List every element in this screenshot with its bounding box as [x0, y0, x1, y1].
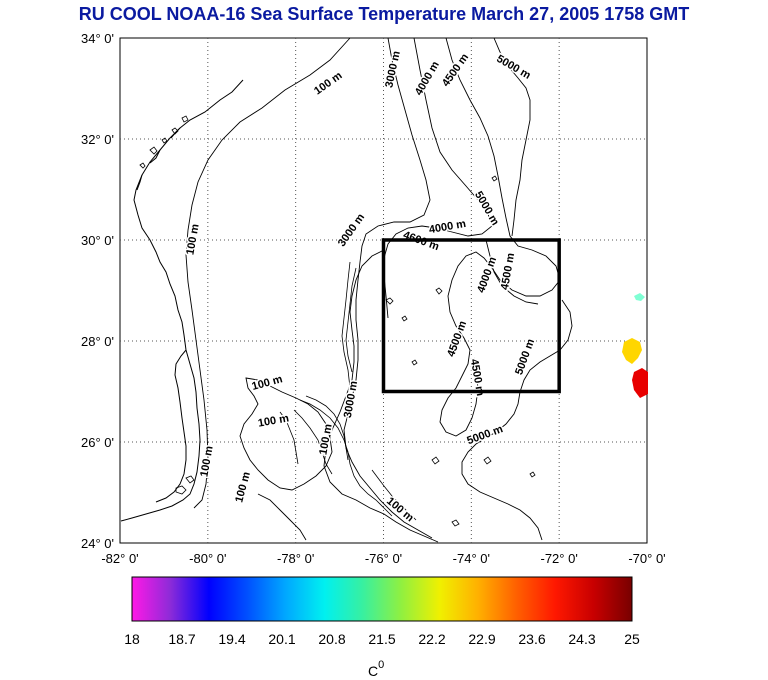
- latitude-label: 30° 0': [81, 233, 114, 248]
- longitude-label: -82° 0': [101, 551, 138, 566]
- colorbar-tick-label: 18: [124, 631, 140, 647]
- sst-patch-red: [632, 368, 648, 398]
- longitude-label: -72° 0': [541, 551, 578, 566]
- colorbar-tick-label: 18.7: [168, 631, 195, 647]
- sst-patch-yellow: [622, 338, 642, 364]
- contour-3000m: [343, 37, 433, 539]
- latitude-axis: 34° 0' 32° 0' 30° 0' 28° 0' 26° 0' 24° 0': [81, 31, 114, 551]
- colorbar-tick-label: 23.6: [518, 631, 545, 647]
- colorbar-unit: C: [368, 663, 378, 679]
- latitude-label: 26° 0': [81, 435, 114, 450]
- latitude-label: 28° 0': [81, 334, 114, 349]
- colorbar-unit-label: C0: [368, 659, 384, 679]
- colorbar-tick-label: 24.3: [568, 631, 595, 647]
- colorbar-tick-label: 19.4: [218, 631, 245, 647]
- contour-label: 100 m: [257, 412, 290, 429]
- colorbar-tick-label: 20.1: [268, 631, 295, 647]
- colorbar-tick-labels: 18 18.7 19.4 20.1 20.8 21.5 22.2 22.9 23.6 24.3 25: [124, 631, 640, 647]
- colorbar-tick-label: 22.2: [418, 631, 445, 647]
- colorbar-tick-label: 22.9: [468, 631, 495, 647]
- sst-patch-cyan: [634, 293, 645, 301]
- contour-5000m: [461, 37, 573, 541]
- colorbar: [131, 576, 633, 622]
- contour-label: 100 m: [184, 223, 201, 256]
- map-title: RU COOL NOAA-16 Sea Surface Temperature …: [78, 4, 690, 24]
- colorbar-tick-label: 21.5: [368, 631, 395, 647]
- longitude-label: -74° 0': [453, 551, 490, 566]
- latitude-label: 34° 0': [81, 31, 114, 46]
- study-area-box: [381, 238, 561, 394]
- colorbar-tick-label: 20.8: [318, 631, 345, 647]
- contour-4500m: [439, 37, 561, 437]
- colorbar-tick-label: 25: [624, 631, 640, 647]
- colorbar-unit-superscript: 0: [378, 659, 384, 671]
- bahamas-banks: [279, 261, 417, 521]
- longitude-label: -80° 0': [189, 551, 226, 566]
- latitude-label: 24° 0': [81, 536, 114, 551]
- contour-100m: [185, 37, 439, 543]
- sst-data-patches: [622, 293, 648, 398]
- longitude-label: -70° 0': [628, 551, 665, 566]
- latitude-label: 32° 0': [81, 132, 114, 147]
- coastal-islands: [139, 115, 536, 527]
- longitude-label: -78° 0': [277, 551, 314, 566]
- longitude-axis: -82° 0' -80° 0' -78° 0' -76° 0' -74° 0' -72° …: [101, 551, 665, 566]
- contour-4000m: [383, 37, 539, 319]
- contour-label: 100 m: [198, 445, 215, 478]
- longitude-label: -76° 0': [365, 551, 402, 566]
- contour-label: 100 m: [317, 423, 334, 456]
